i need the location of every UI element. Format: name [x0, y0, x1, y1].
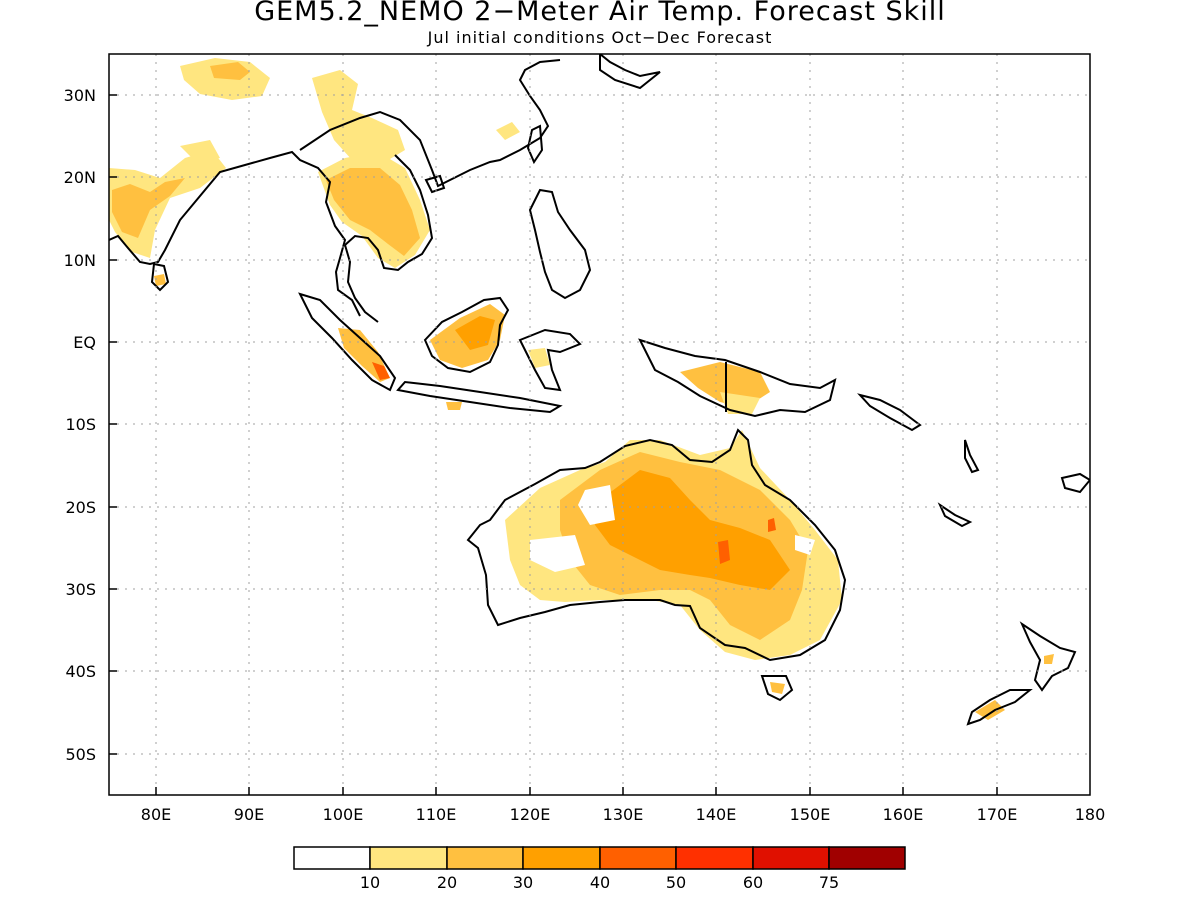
- coast-vanuatu: [964, 439, 980, 474]
- x-tick-label: 90E: [234, 805, 264, 824]
- graticule: [109, 54, 1090, 795]
- legend-label: 20: [437, 873, 457, 892]
- skill-region-nz-north: [1044, 654, 1054, 664]
- skill-region-australia-white-2: [530, 535, 585, 572]
- x-tick-label: 110E: [416, 805, 457, 824]
- skill-shading: [109, 58, 1054, 720]
- skill-region-tibet-core: [210, 62, 250, 80]
- coast-nz-north: [1019, 621, 1077, 692]
- legend-label: 50: [666, 873, 686, 892]
- y-tick-label: 30N: [64, 86, 96, 105]
- y-tick-label: 10N: [64, 251, 96, 270]
- legend-swatch: [675, 846, 754, 870]
- coast-new-guinea: [638, 338, 837, 418]
- coast-sumatra: [298, 292, 397, 392]
- x-tick-label: 100E: [323, 805, 364, 824]
- y-tick-label: 50S: [65, 745, 96, 764]
- coast-java: [396, 380, 563, 414]
- x-tick-label: 80E: [141, 805, 171, 824]
- legend-label: 10: [360, 873, 380, 892]
- x-tick-label: 130E: [603, 805, 644, 824]
- x-axis-labels: 80E 90E 100E 110E 120E 130E 140E 150E 16…: [141, 805, 1106, 824]
- chart-subtitle: Jul initial conditions Oct−Dec Forecast: [427, 28, 773, 47]
- y-axis-labels: 30N 20N 10N EQ 10S 20S 30S 40S 50S: [64, 86, 96, 764]
- x-tick-label: 180: [1075, 805, 1106, 824]
- skill-region-srilanka: [154, 274, 166, 286]
- coast-malay-peninsula: [344, 244, 379, 323]
- y-tick-label: EQ: [73, 333, 96, 352]
- skill-region-sulawesi: [528, 348, 550, 368]
- legend-label: 75: [819, 873, 839, 892]
- skill-region-new-guinea-south: [720, 392, 760, 414]
- skill-region-australia-hot-2: [768, 518, 776, 532]
- y-tick-label: 40S: [65, 662, 96, 681]
- legend-swatch: [599, 846, 677, 870]
- coast-japan: [599, 54, 661, 90]
- x-tick-label: 150E: [790, 805, 831, 824]
- axis-ticks: [109, 94, 998, 795]
- coast-nz-south: [966, 689, 1033, 726]
- coast-philippines: [528, 188, 592, 300]
- skill-region-tasmania: [770, 682, 785, 694]
- legend-swatch: [752, 846, 830, 870]
- legend-swatch: [522, 846, 601, 870]
- legend-label: 30: [513, 873, 533, 892]
- x-tick-label: 160E: [883, 805, 924, 824]
- coast-solomons: [857, 393, 922, 432]
- skill-region-china: [312, 70, 405, 165]
- legend-swatch: [369, 846, 448, 870]
- skill-region-china-south: [180, 140, 220, 162]
- coast-taiwan: [526, 124, 544, 165]
- legend-swatch: [828, 846, 906, 870]
- skill-region-australia-high: [595, 470, 790, 590]
- legend-swatch: [446, 846, 524, 870]
- skill-region-nz-south: [975, 700, 1005, 720]
- skill-region-indochina-core: [326, 168, 420, 256]
- legend-label: 60: [743, 873, 763, 892]
- coast-tasmania: [760, 675, 794, 702]
- x-tick-label: 170E: [977, 805, 1018, 824]
- coast-indochina: [344, 154, 434, 272]
- coast-hainan: [424, 174, 446, 194]
- skill-region-australia-white-1: [578, 485, 615, 525]
- skill-region-china-east: [496, 122, 520, 140]
- y-tick-label: 30S: [65, 580, 96, 599]
- legend-swatch: [293, 846, 371, 870]
- coast-sulawesi: [518, 328, 582, 392]
- color-legend: 10 20 30 40 50 60 75: [293, 846, 906, 892]
- skill-region-tibet: [180, 58, 270, 100]
- coast-south-asia: [109, 150, 361, 317]
- coast-srilanka: [150, 262, 170, 292]
- legend-label: 40: [590, 873, 610, 892]
- skill-region-java: [446, 402, 462, 410]
- chart-title: GEM5.2_NEMO 2−Meter Air Temp. Forecast S…: [254, 0, 946, 27]
- coast-australia: [466, 428, 847, 662]
- coast-fiji: [1060, 472, 1090, 494]
- coast-borneo: [423, 296, 510, 374]
- skill-region-australia-hot: [718, 540, 730, 564]
- coast-new-caledonia: [937, 502, 973, 528]
- coastlines: [109, 54, 1090, 726]
- coast-china: [299, 59, 561, 188]
- y-tick-label: 20N: [64, 168, 96, 187]
- x-tick-label: 140E: [696, 805, 737, 824]
- y-tick-label: 10S: [65, 415, 96, 434]
- skill-region-sumatra-hot: [372, 362, 390, 380]
- x-tick-label: 120E: [510, 805, 551, 824]
- skill-region-india-core: [112, 178, 185, 238]
- y-tick-label: 20S: [65, 498, 96, 517]
